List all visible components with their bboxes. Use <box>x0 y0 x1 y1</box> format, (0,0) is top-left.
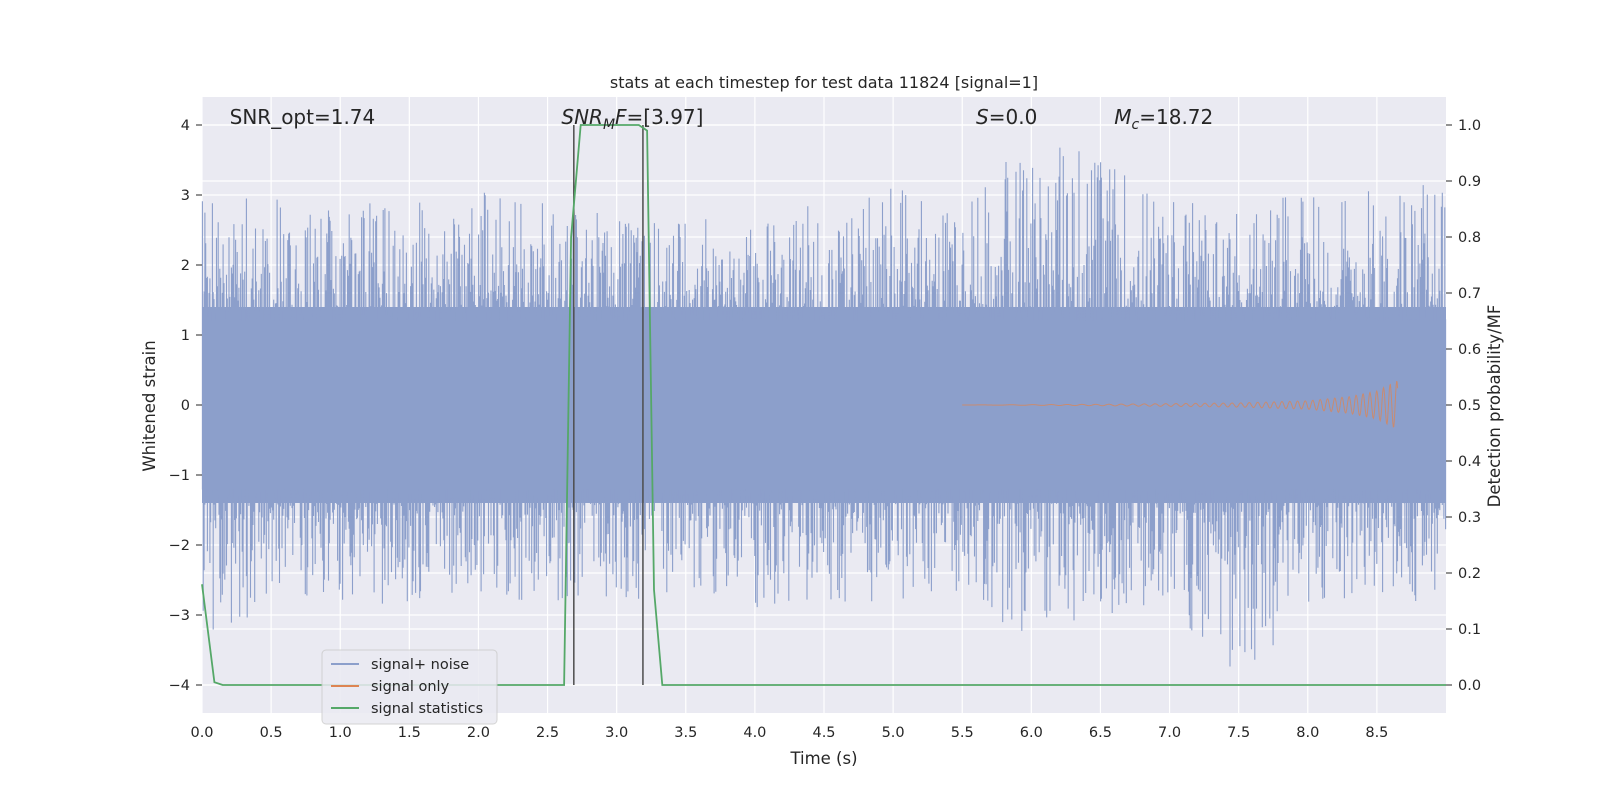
x-tick-label: 1.5 <box>398 725 421 741</box>
y-right-tick-label: 0.6 <box>1458 342 1481 358</box>
x-tick-label: 4.0 <box>743 725 766 741</box>
x-tick-label: 8.5 <box>1365 725 1388 741</box>
y-tick-label: −1 <box>169 468 190 484</box>
x-axis: 0.0 0.5 1.0 1.5 2.0 2.5 3.0 3.5 4.0 4.5 5.0 5.5 6.0 6… <box>190 725 1388 741</box>
y-right-tick-label: 1.0 <box>1458 118 1481 134</box>
annotation-text: SNRMF=[3.97] <box>561 105 703 133</box>
x-tick-label: 7.5 <box>1227 725 1250 741</box>
y-right-tick-label: 0.4 <box>1458 454 1481 470</box>
x-axis-label: Time (s) <box>789 749 857 768</box>
y-axis-right: 0.0 0.1 0.2 0.3 0.4 0.5 0.6 0.7 0.8 0.9 1.0 <box>1446 118 1481 694</box>
y-axis-right-label: Detection probability/MF <box>1485 305 1504 508</box>
x-tick-label: 3.5 <box>674 725 697 741</box>
statistics-trace <box>201 124 1446 686</box>
y-right-tick-label: 0.2 <box>1458 566 1481 582</box>
y-tick-label: −2 <box>169 538 190 554</box>
y-tick-label: 0 <box>181 398 190 414</box>
x-tick-label: 6.5 <box>1089 725 1112 741</box>
x-tick-label: 1.0 <box>329 725 352 741</box>
series-signal-statistics <box>201 124 1446 686</box>
x-tick-label: 5.0 <box>882 725 905 741</box>
x-tick-label: 2.0 <box>467 725 490 741</box>
legend-box <box>321 649 498 725</box>
y-axis-label: Whitened strain <box>140 340 159 471</box>
signal-trace <box>962 380 1399 428</box>
y-tick-label: −3 <box>169 608 190 624</box>
annotation-text: SNR_opt=1.74 <box>230 105 376 129</box>
y-tick-label: −4 <box>169 678 190 694</box>
series-signal-only <box>962 380 1399 428</box>
legend-label: signal only <box>371 679 450 695</box>
y-right-tick-label: 0.0 <box>1458 678 1481 694</box>
x-tick-label: 3.0 <box>605 725 628 741</box>
legend-label: signal statistics <box>371 701 483 717</box>
x-tick-label: 4.5 <box>812 725 835 741</box>
x-tick-label: 0.0 <box>190 725 213 741</box>
legend-label: signal+ noise <box>371 657 469 673</box>
y-right-tick-label: 0.9 <box>1458 174 1481 190</box>
y-tick-label: 1 <box>181 328 190 344</box>
x-tick-label: 7.0 <box>1158 725 1181 741</box>
x-tick-label: 0.5 <box>260 725 283 741</box>
chart-title: stats at each timestep for test data 118… <box>610 73 1038 92</box>
y-right-tick-label: 0.3 <box>1458 510 1481 526</box>
y-right-tick-label: 0.1 <box>1458 622 1481 638</box>
x-tick-label: 2.5 <box>536 725 559 741</box>
annotations: SNR_opt=1.74 SNRMF=[3.97] S=0.0 Mc=18.72 <box>230 105 1214 133</box>
annotation-text: Mc=18.72 <box>1114 105 1213 133</box>
y-right-tick-label: 0.8 <box>1458 230 1481 246</box>
y-right-tick-label: 0.5 <box>1458 398 1481 414</box>
legend: signal+ noise signal only signal statistic… <box>321 649 498 725</box>
y-right-tick-label: 0.7 <box>1458 286 1481 302</box>
y-axis-left: −4 −3 −2 −1 0 1 2 3 4 <box>169 118 202 694</box>
annotation-text: S=0.0 <box>976 105 1037 129</box>
y-tick-label: 4 <box>181 118 190 134</box>
x-tick-label: 5.5 <box>951 725 974 741</box>
x-tick-label: 6.0 <box>1020 725 1043 741</box>
noise-trace <box>201 147 1447 667</box>
vertical-markers <box>573 125 644 685</box>
y-tick-label: 2 <box>181 258 190 274</box>
x-tick-label: 8.0 <box>1296 725 1319 741</box>
y-tick-label: 3 <box>181 188 190 204</box>
